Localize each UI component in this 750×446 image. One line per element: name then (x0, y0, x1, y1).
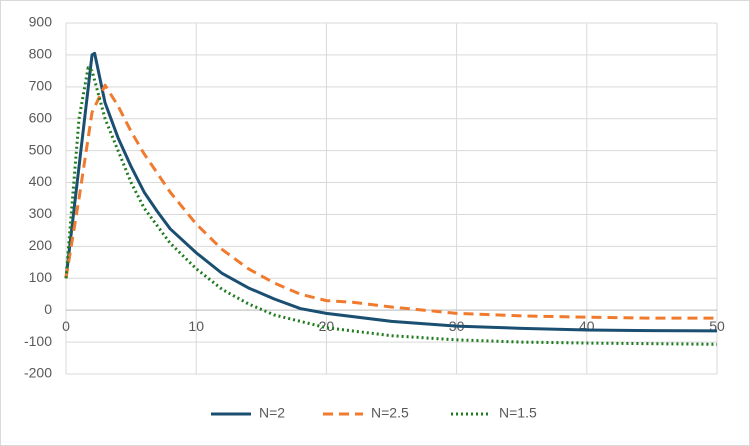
y-tick-label: 0 (44, 301, 52, 317)
legend-label: N=2 (259, 405, 285, 421)
y-tick-label: 600 (29, 109, 53, 125)
x-tick-label: 20 (319, 318, 335, 334)
line-series (64, 83, 717, 320)
y-tick-label: 700 (29, 78, 53, 94)
line-series (64, 51, 718, 333)
y-tick-label: -100 (24, 333, 52, 349)
y-tick-label: 500 (29, 141, 53, 157)
y-tick-label: -200 (24, 365, 52, 381)
x-tick-label: 0 (62, 318, 70, 334)
y-tick-label: 400 (29, 173, 53, 189)
legend-label: N=2.5 (371, 405, 409, 421)
y-tick-label: 900 (29, 14, 53, 30)
y-tick-label: 200 (29, 237, 53, 253)
y-tick-label: 300 (29, 205, 53, 221)
y-tick-label: 800 (29, 46, 53, 62)
y-tick-label: 100 (29, 269, 53, 285)
legend-label: N=1.5 (499, 405, 537, 421)
x-tick-label: 10 (188, 318, 204, 334)
